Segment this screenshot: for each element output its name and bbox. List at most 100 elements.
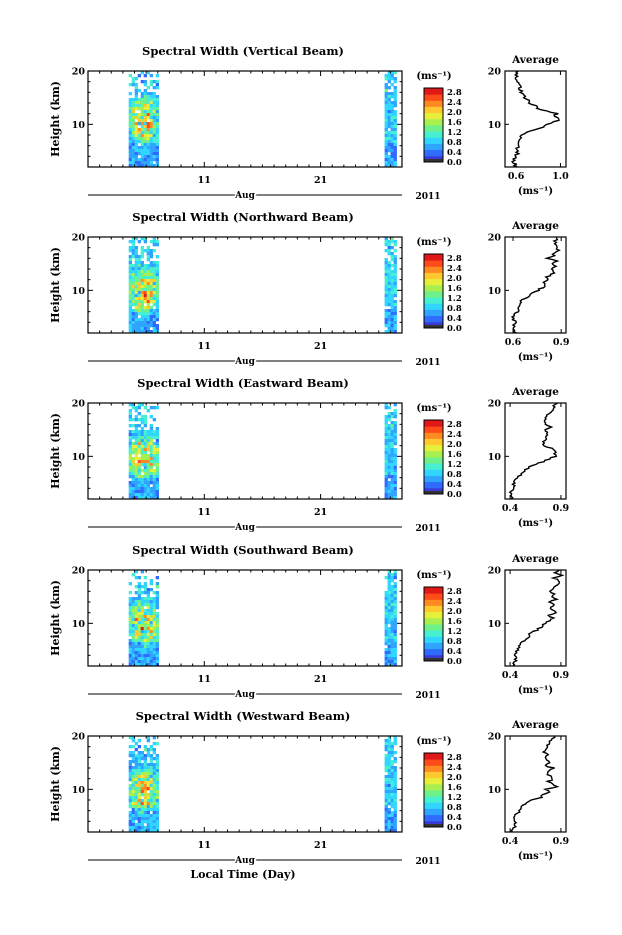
heatmap-cell [390,621,394,625]
heatmap-cell [134,406,138,410]
heatmap-cell [134,415,138,419]
heatmap-cell [128,778,132,782]
heatmap-cell [387,660,391,664]
heatmap-cell [390,122,394,126]
colorbar-segment [424,636,443,643]
heatmap-cell [137,660,141,664]
heatmap-cell [128,137,132,141]
heatmap-cell [128,600,132,604]
heatmap-cell [143,814,147,818]
heatmap-cell [131,757,135,761]
heatmap-cell [393,86,397,90]
heatmap-cell [143,158,147,162]
heatmap-cell [155,125,159,129]
heatmap-cell [134,125,138,129]
heatmap-cell [143,125,147,129]
average-profile-line [511,70,560,168]
heatmap-cell [152,80,156,84]
y-tick-label: 10 [72,120,86,131]
heatmap-cell [387,588,391,592]
heatmap-cell [155,639,159,643]
heatmap-cell [152,116,156,120]
heatmap-cell [143,772,147,776]
heatmap-cell [393,760,397,764]
heatmap-cell [137,89,141,93]
panel-title: Spectral Width (Vertical Beam) [142,44,344,58]
heatmap-cell [134,742,138,746]
y-tick-label: 10 [72,785,86,796]
heatmap-cell [131,600,135,604]
x-tick-label: 11 [198,507,211,518]
heatmap-cell [393,484,397,488]
heatmap-cell [128,472,132,476]
heatmap-cell [143,576,147,580]
heatmap-cell [393,496,397,500]
heatmap-cell [393,95,397,99]
colorbar-tick-label: 0.0 [447,490,462,500]
heatmap-cell [143,457,147,461]
colorbar-tick-label: 2.8 [447,254,462,264]
heatmap-cell [393,573,397,577]
heatmap-cell [387,582,391,586]
colorbar-tick-label: 2.8 [447,587,462,597]
colorbar-tick-label: 2.4 [447,763,462,773]
heatmap-cell [155,158,159,162]
heatmap-cell [134,763,138,767]
heatmap-cell [152,430,156,434]
heatmap-cell [146,814,150,818]
heatmap-cell [155,261,159,265]
heatmap-cell [149,748,153,752]
heatmap-cell [152,648,156,652]
heatmap-cell [131,799,135,803]
heatmap-cell [134,591,138,595]
heatmap-cell [149,80,153,84]
heatmap-cell [384,122,388,126]
heatmap-cell [146,657,150,661]
heatmap-cell [387,445,391,449]
heatmap-cell [387,315,391,319]
heatmap-cell [128,799,132,803]
heatmap-cell [137,585,141,589]
heatmap-cell [137,769,141,773]
heatmap-cell [155,820,159,824]
heatmap-cell [387,442,391,446]
heatmap-cell [152,98,156,102]
heatmap-cell [140,484,144,488]
heatmap-cell [146,86,150,90]
heatmap-cell [137,597,141,601]
heatmap-cell [143,315,147,319]
heatmap-cell [387,318,391,322]
year-label: 2011 [415,691,440,701]
heatmap-cell [128,606,132,610]
heatmap-cell [134,143,138,147]
heatmap-cell [131,603,135,607]
heatmap-cell [387,781,391,785]
heatmap-cell [131,146,135,150]
colorbar-segment [424,94,443,101]
heatmap-cell [393,321,397,325]
heatmap-cell [134,796,138,800]
heatmap-cell [149,606,153,610]
heatmap-cell [393,793,397,797]
heatmap-cell [128,264,132,268]
heatmap-cell [128,131,132,135]
heatmap-cell [137,122,141,126]
heatmap-cell [146,445,150,449]
heatmap-cell [128,645,132,649]
heatmap-cell [137,466,141,470]
heatmap-cell [155,648,159,652]
heatmap-cell [384,125,388,129]
heatmap-cell [146,282,150,286]
heatmap-cell [149,161,153,165]
heatmap-cell [155,490,159,494]
heatmap-cell [393,92,397,96]
heatmap-cell [131,808,135,812]
heatmap-cell [384,820,388,824]
heatmap-cell [143,748,147,752]
heatmap-cell [131,300,135,304]
heatmap-cell [152,793,156,797]
heatmap-cell [146,95,150,99]
heatmap-cell [393,267,397,271]
heatmap-cell [140,98,144,102]
heatmap-cell [143,143,147,147]
